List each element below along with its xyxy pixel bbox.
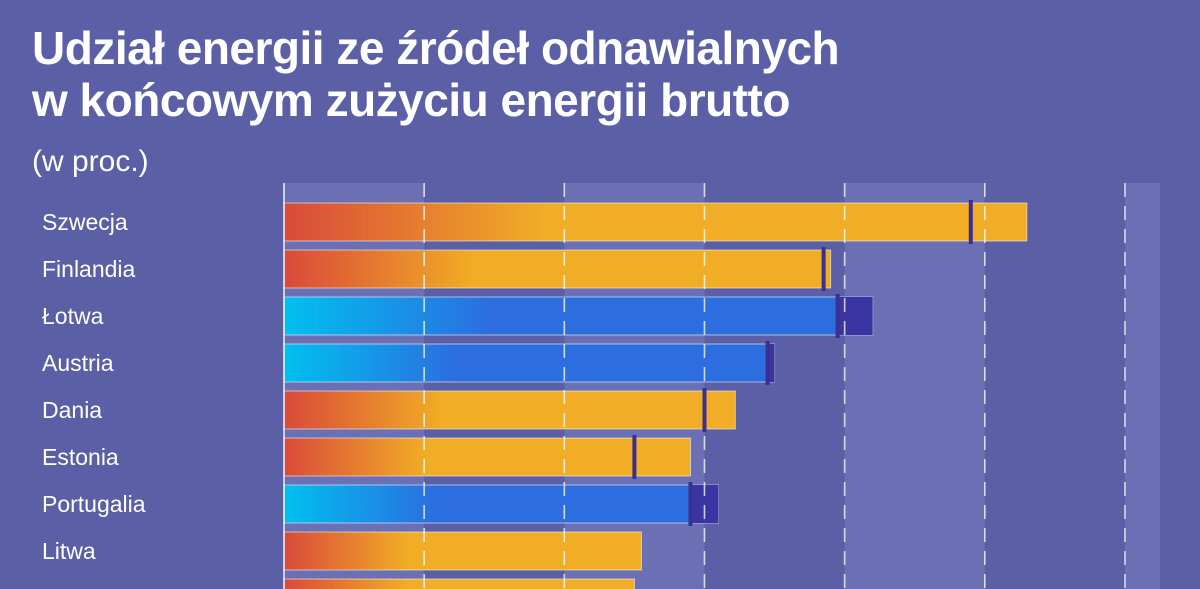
category-label: Estonia [42,444,119,470]
background-bands [284,183,1160,589]
category-label: Austria [42,350,114,376]
background-band [564,183,705,589]
target-marker [835,294,840,338]
category-label: Łotwa [42,303,104,329]
bar [283,390,736,430]
bar [283,578,635,589]
target-marker [702,388,707,432]
chart-subtitle: (w proc.) [32,145,149,178]
bar [283,202,1028,242]
bar [283,249,832,289]
target-marker [632,435,637,479]
bar-extension [837,297,873,335]
category-label: Dania [42,397,102,423]
bar [283,531,642,571]
target-marker [765,341,770,385]
background-band [284,183,425,589]
bars-group [283,202,1028,589]
category-label: Rumunia [42,585,134,589]
bar [283,437,691,477]
category-label: Litwa [42,538,96,564]
target-marker [968,200,973,244]
chart-title-line-1: Udział energii ze źródeł odnawialnych [32,22,840,74]
background-band [1124,183,1160,589]
bar [283,296,874,336]
category-label: Portugalia [42,491,146,517]
markers-group [632,200,973,526]
category-labels: Szwecja Finlandia Łotwa Austria Dania Estonia… [42,209,146,589]
target-marker [821,247,826,291]
chart-title-line-2: w końcowym zużyciu energii brutto [32,74,790,126]
target-marker [688,482,693,526]
bar [283,484,719,524]
chart-title: Udział energii ze źródeł odnawialnych w … [32,22,840,126]
gridlines [283,183,1126,589]
bar [283,343,776,383]
background-band [844,183,985,589]
category-label: Szwecja [42,209,128,235]
category-label: Finlandia [42,256,136,282]
bar-extension [767,344,775,382]
